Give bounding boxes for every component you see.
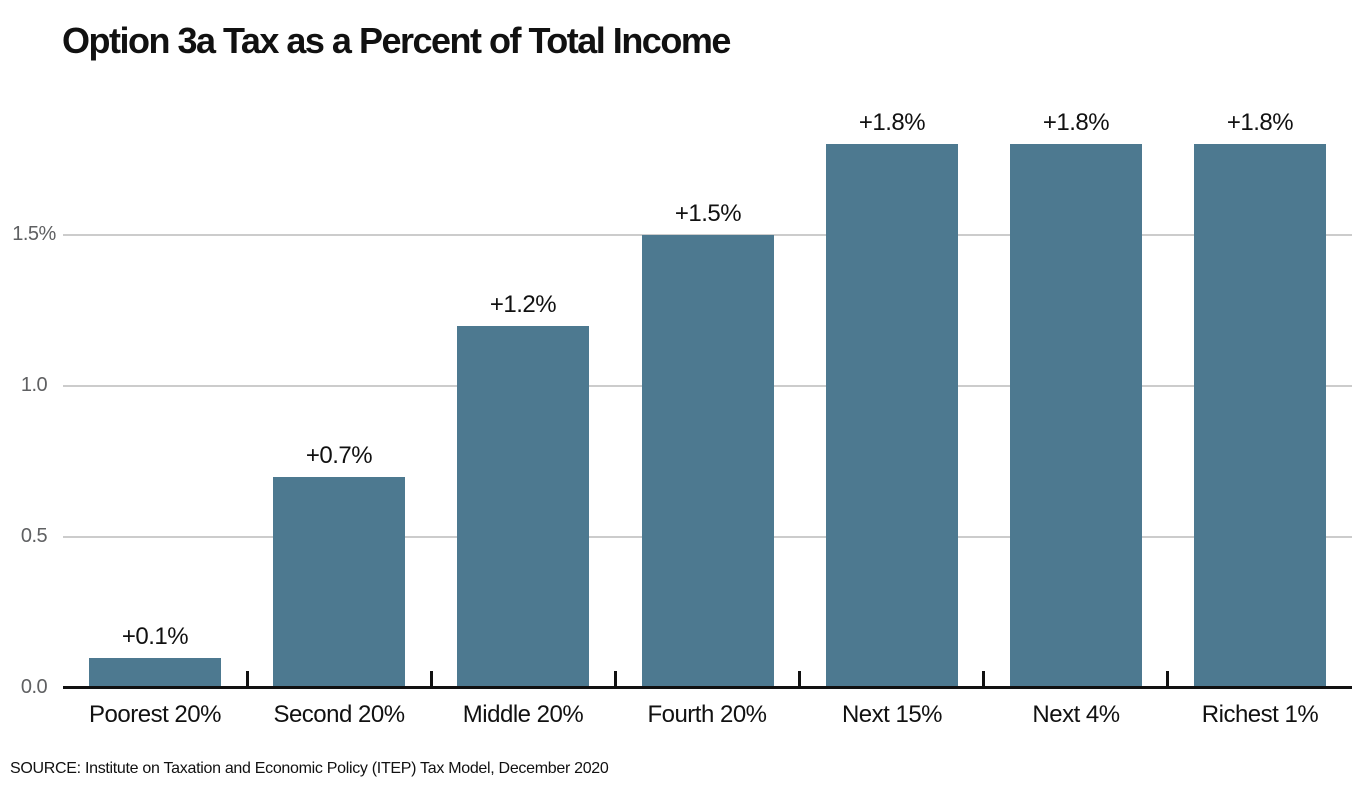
- axis-tick: [246, 671, 249, 686]
- bar-value-label: +0.1%: [121, 623, 189, 650]
- bar: [457, 326, 589, 687]
- bar-value-label: +1.8%: [1042, 109, 1110, 136]
- axis-tick: [798, 671, 801, 686]
- y-tick-label: 0.5: [20, 525, 48, 547]
- category-label: Next 4%: [1032, 701, 1120, 728]
- axis-tick: [430, 671, 433, 686]
- category-label: Poorest 20%: [89, 701, 221, 728]
- axis-tick: [1166, 671, 1169, 686]
- x-axis-line: [63, 686, 1352, 689]
- bar: [1010, 144, 1142, 687]
- axis-tick: [982, 671, 985, 686]
- category-label: Next 15%: [841, 701, 943, 728]
- bar-value-label: +1.5%: [674, 200, 742, 227]
- category-label: Middle 20%: [462, 701, 584, 728]
- y-tick-label: 0.0: [20, 676, 48, 698]
- axis-tick: [614, 671, 617, 686]
- y-tick-label: 1.5%: [12, 223, 56, 245]
- bar-value-label: +1.8%: [1226, 109, 1294, 136]
- category-label: Second 20%: [273, 701, 405, 728]
- category-label: Richest 1%: [1201, 701, 1319, 728]
- chart-title: Option 3a Tax as a Percent of Total Inco…: [62, 20, 731, 61]
- bar: [826, 144, 958, 687]
- bar: [642, 235, 774, 687]
- bar: [89, 658, 221, 687]
- category-label: Fourth 20%: [647, 701, 767, 728]
- source-note: SOURCE: Institute on Taxation and Econom…: [10, 760, 609, 777]
- bar-value-label: +1.2%: [489, 291, 557, 318]
- bar: [1194, 144, 1326, 687]
- bar-value-label: +0.7%: [305, 442, 373, 469]
- y-tick-label: 1.0: [20, 374, 48, 396]
- bar-value-label: +1.8%: [858, 109, 926, 136]
- bar: [273, 477, 405, 687]
